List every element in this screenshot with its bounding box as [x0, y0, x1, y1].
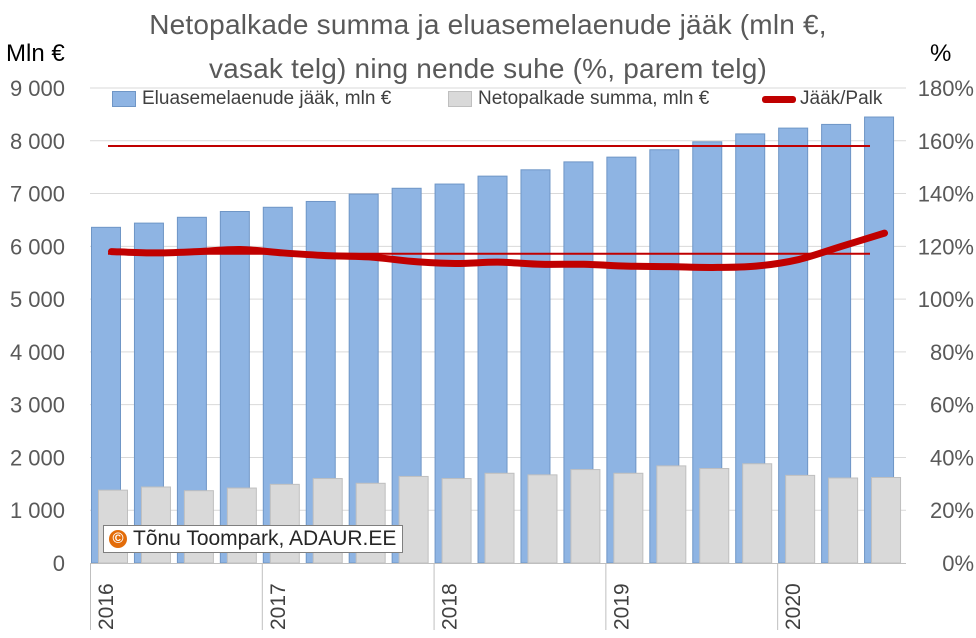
legend-label-net-salary: Netopalkade summa, mln € — [478, 88, 710, 109]
chart-title-line-1: Netopalkade summa ja eluasemelaenude jää… — [149, 9, 827, 40]
legend-item-net-salary: Netopalkade summa, mln € — [448, 86, 709, 112]
x-axis-year-label: 2017 — [267, 583, 290, 630]
net-salary-bar — [613, 472, 644, 564]
right-axis-tick-label: 60% — [930, 393, 974, 418]
left-axis-tick-label: 6 000 — [10, 234, 65, 259]
net-salary-bar — [527, 474, 558, 564]
copyright-watermark: © Tõnu Toompark, ADAUR.EE — [103, 525, 404, 553]
right-axis-tick-label: 160% — [918, 129, 974, 154]
x-axis — [90, 563, 906, 630]
left-axis-unit-label: Mln € — [6, 40, 65, 67]
left-axis-tick-label: 1 000 — [10, 498, 65, 523]
right-axis-tick-label: 180% — [918, 76, 974, 101]
right-axis-tick-label: 100% — [918, 287, 974, 312]
right-axis-tick-label: 120% — [918, 234, 974, 259]
net-salary-bar — [570, 469, 601, 564]
right-axis-tick-label: 40% — [930, 445, 974, 470]
net-salary-bar — [398, 475, 429, 564]
right-axis-tick-label: 0% — [942, 551, 974, 576]
left-axis-tick-labels: 0 1 000 2 000 3 000 4 000 5 000 6 000 7 000 8 00… — [10, 76, 65, 576]
net-salary-bar — [785, 474, 816, 564]
right-axis-tick-label: 20% — [930, 498, 974, 523]
net-salary-bar — [742, 463, 773, 564]
left-axis-tick-label: 3 000 — [10, 393, 65, 418]
left-axis-tick-label: 5 000 — [10, 287, 65, 312]
x-axis-year-label: 2020 — [782, 583, 805, 630]
left-axis-tick-label: 4 000 — [10, 340, 65, 365]
x-axis-year-label: 2019 — [610, 583, 633, 630]
legend-item-ratio: Jääk/Palk — [762, 86, 882, 112]
right-axis-tick-label: 80% — [930, 340, 974, 365]
left-axis-tick-label: 2 000 — [10, 445, 65, 470]
legend-swatch-blue — [112, 91, 136, 107]
copyright-icon: © — [109, 530, 127, 548]
legend-item-loan-balance: Eluasemelaenude jääk, mln € — [112, 86, 391, 112]
x-axis-year-labels: 2016 2017 2018 2019 2020 — [95, 583, 805, 630]
left-axis-tick-label: 8 000 — [10, 129, 65, 154]
net-salary-bar — [828, 477, 859, 564]
right-axis-tick-labels: 0% 20% 40% 60% 80% 100% 120% 140% 160% 180% — [918, 76, 974, 576]
legend-swatch-grey — [448, 91, 472, 107]
legend-label-ratio: Jääk/Palk — [800, 88, 883, 109]
legend-swatch-red-line — [762, 95, 796, 103]
reference-lines — [108, 145, 870, 255]
right-axis-tick-label: 140% — [918, 182, 974, 207]
chart-title-line-2: vasak telg) ning nende suhe (%, parem te… — [208, 53, 768, 84]
ratio-line — [107, 229, 889, 271]
left-axis-tick-label: 0 — [53, 551, 65, 576]
net-salary-bar — [699, 468, 730, 564]
right-axis-unit-label: % — [930, 40, 952, 67]
left-axis-tick-label: 7 000 — [10, 182, 65, 207]
ratio-line-series — [107, 229, 889, 271]
x-axis-year-label: 2016 — [95, 583, 118, 630]
x-axis-year-label: 2018 — [439, 583, 462, 630]
left-axis-tick-label: 9 000 — [10, 76, 65, 101]
watermark-text: Tõnu Toompark, ADAUR.EE — [133, 527, 397, 550]
net-salary-bar — [484, 472, 515, 564]
net-salary-bar — [441, 478, 472, 564]
legend-label-loan-balance: Eluasemelaenude jääk, mln € — [142, 88, 392, 109]
net-salary-bar — [656, 465, 687, 564]
net-salary-bar — [871, 477, 902, 564]
